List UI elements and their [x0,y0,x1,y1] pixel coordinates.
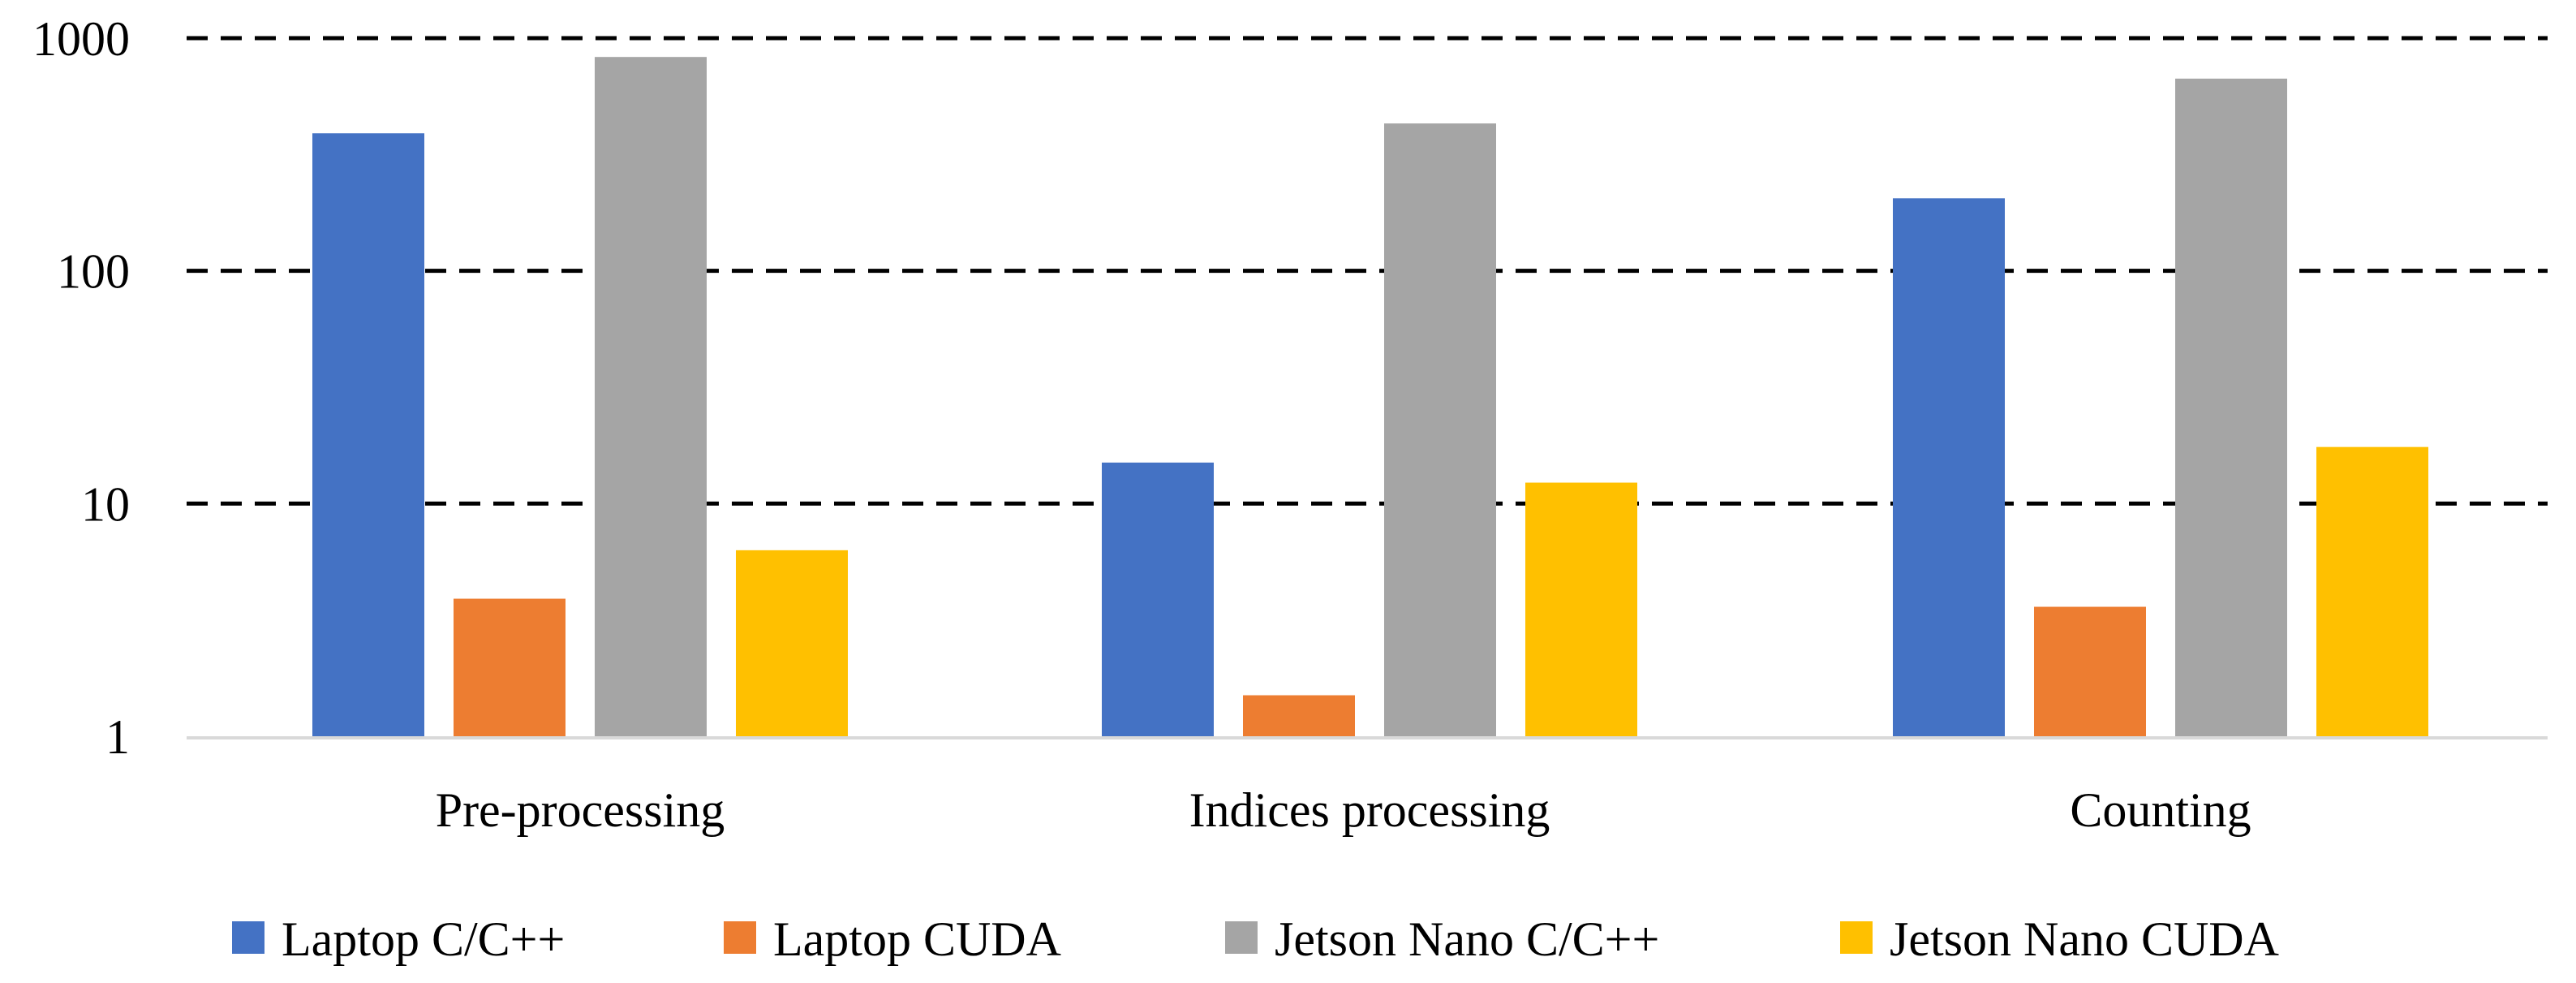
legend-label: Jetson Nano CUDA [1890,912,2279,966]
bar-counting-laptop-cuda [2034,606,2146,736]
x-category-label: Counting [2070,783,2251,837]
y-tick-label: 10 [81,477,130,531]
gridlines [187,36,2548,506]
y-axis-tick-labels: 1 10 100 1000 [32,12,130,764]
legend-item: Laptop CUDA [724,912,1061,966]
legend-label: Laptop CUDA [773,912,1061,966]
bar-pre-processing-laptop-c-c [312,133,424,736]
bar-indices-processing-jetson-nano-c-c [1384,123,1496,736]
legend: Laptop C/C++ Laptop CUDA Jetson Nano C/C++… [232,912,2279,966]
legend-item: Jetson Nano CUDA [1840,912,2279,966]
bar-indices-processing-laptop-cuda [1243,695,1355,736]
bar-pre-processing-laptop-cuda [454,598,566,736]
legend-swatch [232,921,264,954]
y-tick-label: 1000 [32,12,130,66]
x-category-label: Indices processing [1189,783,1550,837]
legend-item: Laptop C/C++ [232,912,565,966]
legend-label: Jetson Nano C/C++ [1275,912,1659,966]
legend-swatch [724,921,756,954]
bar-counting-jetson-nano-cuda [2316,446,2428,736]
y-tick-label: 1 [105,710,130,764]
legend-swatch [1225,921,1258,954]
bar-pre-processing-jetson-nano-cuda [736,550,848,736]
bar-indices-processing-laptop-c-c [1102,462,1214,736]
bar-counting-laptop-c-c [1893,198,2005,736]
bar-indices-processing-jetson-nano-cuda [1525,482,1637,736]
x-category-label: Pre-processing [436,783,725,837]
bar-counting-jetson-nano-c-c [2175,78,2287,736]
legend-label: Laptop C/C++ [282,912,565,966]
bar-pre-processing-jetson-nano-c-c [595,57,707,736]
y-tick-label: 100 [57,245,130,299]
x-axis-category-labels: Pre-processing Indices processing Counting [436,783,2251,837]
legend-item: Jetson Nano C/C++ [1225,912,1659,966]
legend-swatch [1840,921,1873,954]
bars [312,57,2428,736]
